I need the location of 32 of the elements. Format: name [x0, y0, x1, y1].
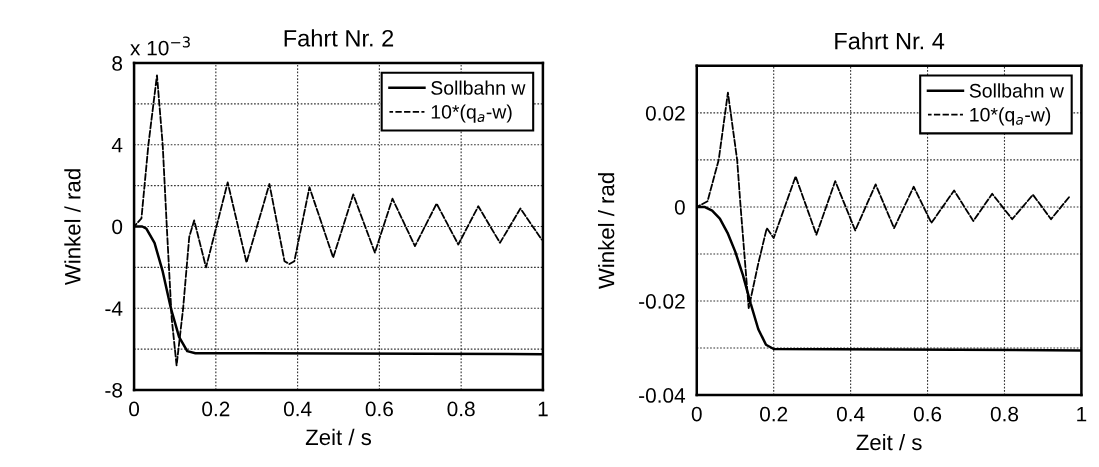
x-axis-title: Zeit / s	[305, 428, 372, 446]
y-axis-title: Winkel / rad	[64, 169, 81, 286]
legend-label: Sollbahn w	[431, 80, 526, 95]
x-tick-label: 0.8	[447, 401, 475, 417]
text: x 10$^{−3}$	[130, 36, 190, 56]
y-tick-label: 0.02	[645, 105, 685, 121]
y-tick-label: -0.04	[639, 388, 686, 403]
y-tick-label: 0	[112, 219, 123, 235]
legend-label: Sollbahn w	[969, 83, 1064, 98]
y-tick-label: -8	[105, 382, 123, 398]
x-tick-label: 0.4	[836, 406, 865, 422]
legend-label: 10*(q$_{a}$-w)	[970, 107, 1051, 126]
chart-title: Fahrt Nr. 4	[835, 32, 945, 50]
y-tick-label: 4	[111, 137, 123, 153]
y-tick-label: -4	[105, 301, 123, 316]
x-tick-label: 0	[129, 401, 140, 417]
x-tick-label: 0.6	[913, 406, 942, 422]
x-tick-label: 1	[1077, 406, 1087, 422]
x-tick-label: 0.2	[760, 406, 788, 422]
x-tick-label: 0.2	[202, 401, 230, 417]
legend-label: 10*(q$_{a}$-w)	[431, 104, 512, 123]
x-tick-label: 0.8	[990, 406, 1019, 422]
x-axis-title: Zeit / s	[856, 433, 922, 451]
y-axis-title: Winkel / rad	[598, 173, 615, 290]
x-tick-label: 0.6	[365, 401, 393, 417]
y-tick-label: -0.02	[639, 294, 685, 309]
x-tick-label: 0.4	[283, 401, 312, 417]
y-tick-label: 0	[674, 199, 685, 215]
y-tick-label: 8	[112, 56, 123, 71]
chart-title: Fahrt Nr. 2	[284, 29, 394, 47]
x-tick-label: 1	[538, 401, 548, 417]
x-tick-label: 0	[691, 406, 702, 422]
